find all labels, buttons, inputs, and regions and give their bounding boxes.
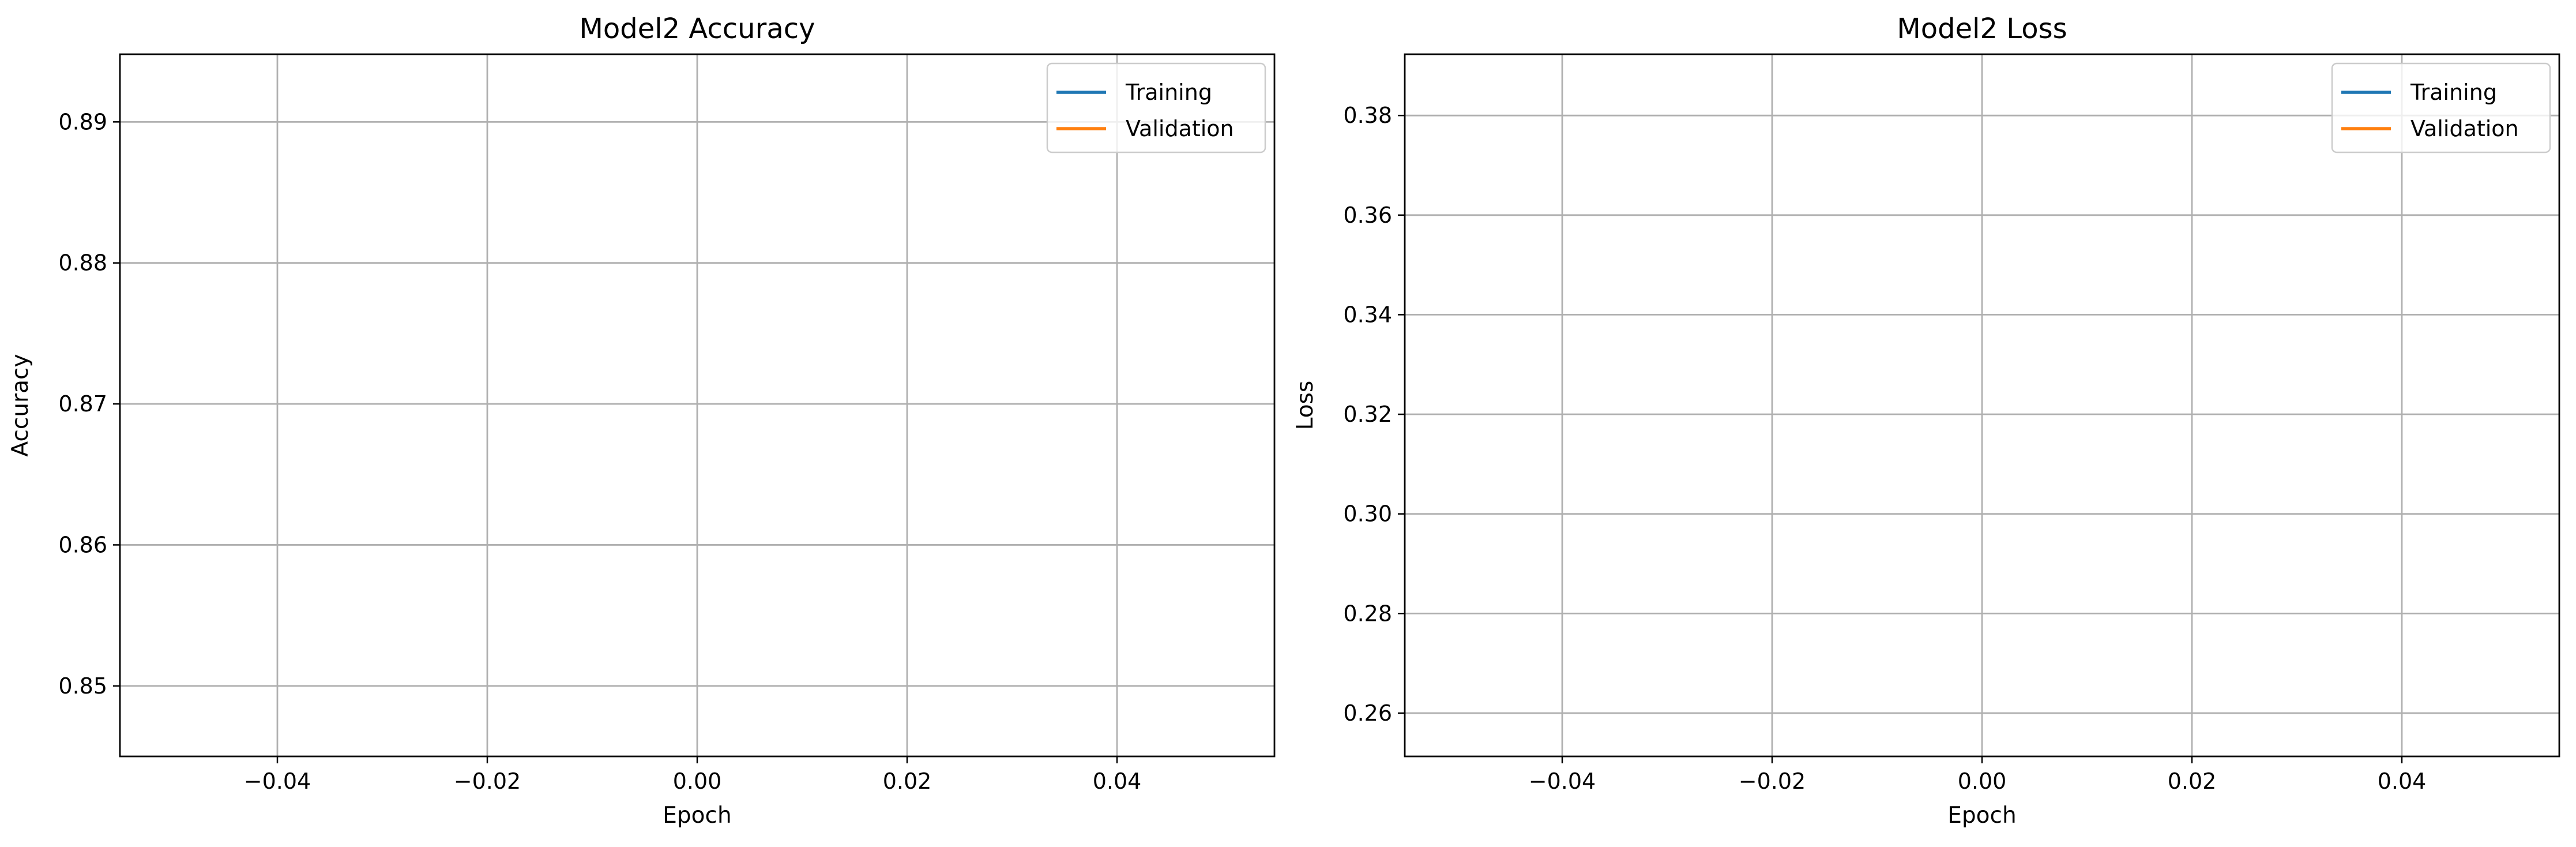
loss-y-tick-label-0-32: 0.32 [1343,402,1392,427]
loss-x-tick-label-neg0-02: −0.02 [1739,769,1806,794]
loss-y-tick-label-0-36: 0.36 [1343,203,1392,228]
loss-x-tick-label-0-02: 0.02 [2168,769,2217,794]
accuracy-x-tick-label-0-04: 0.04 [1093,769,1142,794]
accuracy-x-tick-label-neg0-02: −0.02 [454,769,521,794]
accuracy-legend: Training Validation [1046,62,1266,153]
accuracy-y-tick-label-0-89: 0.89 [58,109,107,134]
loss-legend-validation-label: Validation [2410,116,2519,141]
loss-y-tick-label-0-26: 0.26 [1343,700,1392,726]
accuracy-y-axis-label: Accuracy [7,354,33,456]
accuracy-ticks: −0.04 −0.02 0.00 0.02 0.04 0.85 0.86 0.87 0.88 0.… [58,109,1141,794]
accuracy-legend-validation-label: Validation [1126,116,1234,141]
loss-legend-training-label: Training [2410,80,2497,105]
accuracy-y-tick-label-0-88: 0.88 [58,250,107,276]
loss-chart: −0.04 −0.02 0.00 0.02 0.04 0.26 0.28 0.30 0.32 0.… [1292,13,2560,829]
accuracy-y-tick-label-0-86: 0.86 [58,532,107,557]
accuracy-y-tick-label-0-85: 0.85 [58,673,107,699]
loss-x-axis-label: Epoch [1947,803,2016,829]
accuracy-legend-training-label: Training [1125,80,1212,105]
loss-y-tick-label-0-38: 0.38 [1343,103,1392,128]
accuracy-x-tick-label-0-02: 0.02 [883,769,932,794]
accuracy-x-tick-label-neg0-04: −0.04 [244,769,311,794]
accuracy-y-tick-label-0-87: 0.87 [58,391,107,417]
loss-x-tick-label-0-00: 0.00 [1958,769,2007,794]
loss-y-tick-label-0-28: 0.28 [1343,601,1392,626]
loss-x-tick-label-neg0-04: −0.04 [1529,769,1596,794]
loss-legend: Training Validation [2331,62,2551,153]
loss-chart-title: Model2 Loss [1897,13,2067,45]
loss-ticks: −0.04 −0.02 0.00 0.02 0.04 0.26 0.28 0.30 0.32 0.… [1343,103,2426,794]
loss-y-tick-label-0-30: 0.30 [1343,501,1392,527]
accuracy-x-tick-label-0-00: 0.00 [673,769,722,794]
accuracy-x-axis-label: Epoch [663,803,731,829]
accuracy-chart-title: Model2 Accuracy [579,13,815,45]
loss-y-axis-label: Loss [1292,381,1318,430]
loss-x-tick-label-0-04: 0.04 [2378,769,2427,794]
accuracy-chart: −0.04 −0.02 0.00 0.02 0.04 0.85 0.86 0.87 0.88 0.… [7,13,1276,829]
loss-y-tick-label-0-34: 0.34 [1343,302,1392,327]
